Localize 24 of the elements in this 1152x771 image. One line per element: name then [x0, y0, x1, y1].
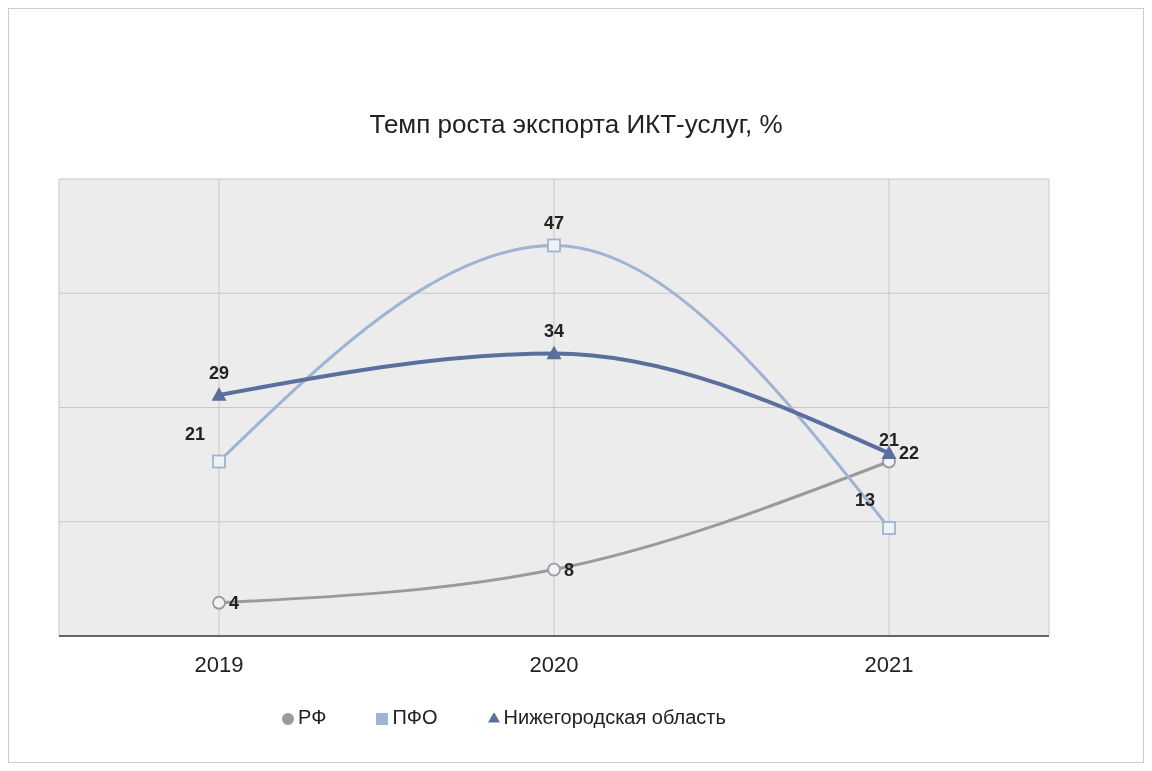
legend-label: ПФО: [392, 706, 438, 728]
data-label: 34: [543, 321, 565, 342]
chart-title: Темп роста экспорта ИКТ-услуг, %: [368, 109, 784, 141]
data-label: 4: [229, 592, 240, 613]
point: [212, 454, 226, 469]
x-tick-label: 2019: [194, 651, 244, 677]
data-label: 21: [878, 429, 900, 450]
data-label: 22: [899, 443, 920, 464]
data-label: 47: [543, 213, 565, 234]
point: [547, 346, 561, 360]
point: [212, 388, 226, 401]
point: [212, 595, 226, 610]
legend-label: РФ: [298, 706, 327, 728]
data-label: 29: [208, 363, 230, 384]
point: [547, 562, 561, 577]
data-label: 21: [184, 423, 205, 444]
legend-label: Нижегородская область: [503, 706, 726, 728]
x-tick-label: 2020: [529, 651, 579, 677]
point: [882, 446, 896, 459]
point: [882, 521, 896, 535]
x-tick-label: 2021: [864, 651, 914, 677]
data-label: 13: [854, 489, 875, 510]
point: [547, 238, 561, 253]
data-label: 8: [564, 559, 575, 580]
